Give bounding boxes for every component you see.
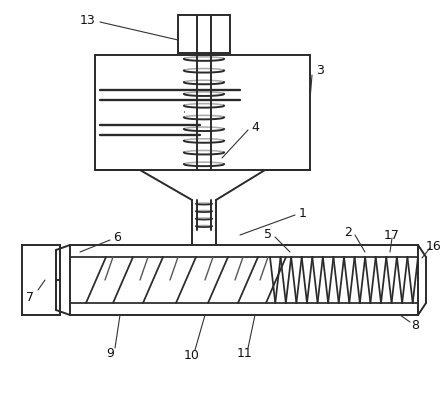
Text: 16: 16 — [426, 239, 442, 252]
Bar — [22, 245, 60, 315]
Text: 2: 2 — [344, 225, 352, 239]
Text: 1: 1 — [299, 207, 307, 220]
Text: 11: 11 — [237, 347, 253, 359]
Text: 5: 5 — [264, 227, 272, 241]
Text: 6: 6 — [113, 230, 121, 244]
Text: 3: 3 — [316, 63, 324, 76]
Text: 7: 7 — [26, 290, 34, 303]
Bar — [95, 55, 310, 170]
Text: 13: 13 — [80, 14, 96, 27]
Text: 17: 17 — [384, 229, 400, 242]
Text: 4: 4 — [251, 120, 259, 134]
Text: 9: 9 — [106, 347, 114, 359]
Text: 10: 10 — [184, 349, 200, 361]
Text: 8: 8 — [411, 318, 419, 332]
Bar — [178, 15, 230, 53]
